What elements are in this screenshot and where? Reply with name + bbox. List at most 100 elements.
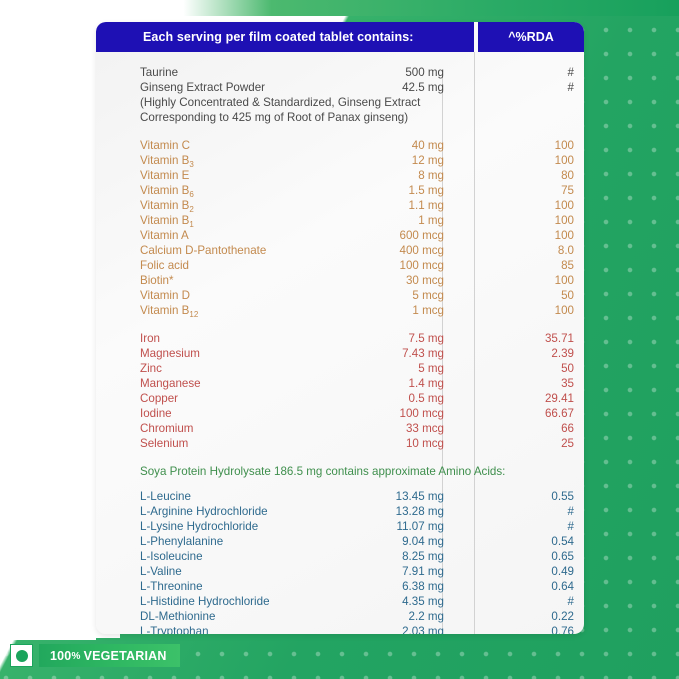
table-row: L-Lysine Hydrochloride 11.07 mg # bbox=[96, 519, 584, 534]
row-nutrient-subscript: 6 bbox=[189, 189, 194, 199]
table-row: Magnesium 7.43 mg 2.39 bbox=[96, 346, 584, 361]
table-row: L-Isoleucine 8.25 mg 0.65 bbox=[96, 549, 584, 564]
table-header: Each serving per film coated tablet cont… bbox=[96, 22, 584, 52]
row-rda-value: 85 bbox=[561, 259, 574, 272]
row-rda-value: 0.55 bbox=[551, 490, 574, 503]
left-white-panel bbox=[0, 0, 96, 640]
row-amount-value: 2.03 mg bbox=[402, 625, 444, 634]
row-nutrient-name: DL-Methionine bbox=[140, 610, 216, 623]
row-nutrient-name: Vitamin B1 bbox=[140, 214, 194, 229]
row-rda-value: 35 bbox=[561, 377, 574, 390]
veg-dot-icon bbox=[10, 644, 33, 667]
row-rda-value: 29.41 bbox=[544, 392, 574, 405]
table-row: L-Histidine Hydrochloride 4.35 mg # bbox=[96, 594, 584, 609]
row-amount-value: 8 mg bbox=[418, 169, 444, 182]
table-row: Vitamin B1 1 mg 100 bbox=[96, 213, 584, 229]
row-rda-value: 66.67 bbox=[544, 407, 574, 420]
row-rda-value: 66 bbox=[561, 422, 574, 435]
table-header-main: Each serving per film coated tablet cont… bbox=[96, 22, 474, 52]
row-nutrient-name: Vitamin B6 bbox=[140, 184, 194, 199]
veg-percent-symbol: % bbox=[71, 651, 81, 662]
row-nutrient-name: Vitamin A bbox=[140, 229, 189, 242]
ingredient-note-row: Corresponding to 425 mg of Root of Panax… bbox=[96, 110, 584, 125]
row-nutrient-name: Copper bbox=[140, 392, 179, 405]
table-row: L-Valine 7.91 mg 0.49 bbox=[96, 564, 584, 579]
table-row: DL-Methionine 2.2 mg 0.22 bbox=[96, 609, 584, 624]
vegetarian-badge: 100 % VEGETARIAN bbox=[10, 643, 180, 668]
row-nutrient-name: L-Arginine Hydrochloride bbox=[140, 505, 268, 518]
nutrition-table-body: Taurine 500 mg # Ginseng Extract Powder 42.5… bbox=[96, 52, 584, 634]
row-rda-value: 100 bbox=[554, 229, 574, 242]
veg-label: VEGETARIAN bbox=[83, 648, 167, 663]
table-row: Vitamin D 5 mcg 50 bbox=[96, 288, 584, 303]
row-amount-value: 12 mg bbox=[411, 154, 444, 167]
row-rda-value: 50 bbox=[561, 289, 574, 302]
row-rda-value: # bbox=[567, 595, 574, 608]
top-green-band bbox=[0, 0, 679, 16]
row-rda-value: 0.54 bbox=[551, 535, 574, 548]
rda-column-divider bbox=[474, 52, 475, 634]
table-row: Chromium 33 mcg 66 bbox=[96, 421, 584, 436]
row-amount-value: 7.43 mg bbox=[402, 347, 444, 360]
table-row: Vitamin B2 1.1 mg 100 bbox=[96, 198, 584, 214]
ingredient-note-text: Corresponding to 425 mg of Root of Panax… bbox=[140, 111, 409, 124]
table-header-rda: ^%RDA bbox=[478, 22, 584, 52]
value-column-divider bbox=[442, 70, 443, 634]
row-amount-value: 1 mg bbox=[418, 214, 444, 227]
section-minerals: Iron 7.5 mg 35.71 Magnesium 7.43 mg 2.39 Zinc 5… bbox=[96, 331, 584, 451]
table-header-main-label: Each serving per film coated tablet cont… bbox=[143, 30, 414, 44]
table-row: Zinc 5 mg 50 bbox=[96, 361, 584, 376]
row-amount-value: 10 mcg bbox=[405, 437, 444, 450]
row-amount-value: 7.5 mg bbox=[408, 332, 444, 345]
row-nutrient-name: Vitamin C bbox=[140, 139, 191, 152]
section-amino-acids: L-Leucine 13.45 mg 0.55 L-Arginine Hydrochl… bbox=[96, 489, 584, 634]
row-amount-value: 1.1 mg bbox=[408, 199, 444, 212]
row-amount-value: 9.04 mg bbox=[402, 535, 444, 548]
row-nutrient-name: Iodine bbox=[140, 407, 172, 420]
row-rda-value: 8.0 bbox=[557, 244, 574, 257]
table-row: L-Leucine 13.45 mg 0.55 bbox=[96, 489, 584, 504]
row-rda-value: 0.22 bbox=[551, 610, 574, 623]
row-nutrient-name: Vitamin E bbox=[140, 169, 190, 182]
table-row: Iodine 100 mcg 66.67 bbox=[96, 406, 584, 421]
row-amount-value: 11.07 mg bbox=[396, 520, 444, 533]
section-base-ingredients: Taurine 500 mg # Ginseng Extract Powder 42.5… bbox=[96, 65, 584, 125]
soya-heading-row: Soya Protein Hydrolysate 186.5 mg contai… bbox=[96, 464, 584, 479]
nutrition-facts-card: Each serving per film coated tablet cont… bbox=[96, 22, 584, 634]
row-amount-value: 4.35 mg bbox=[402, 595, 444, 608]
table-row: Vitamin E 8 mg 80 bbox=[96, 168, 584, 183]
row-nutrient-subscript: 3 bbox=[189, 159, 194, 169]
table-row: Biotin* 30 mcg 100 bbox=[96, 273, 584, 288]
row-nutrient-name: Iron bbox=[140, 332, 160, 345]
table-row: Iron 7.5 mg 35.71 bbox=[96, 331, 584, 346]
table-row: Vitamin B6 1.5 mg 75 bbox=[96, 183, 584, 199]
row-amount-value: 42.5 mg bbox=[402, 81, 444, 94]
row-nutrient-name: L-Tryptophan bbox=[140, 625, 209, 634]
row-rda-value: 100 bbox=[554, 274, 574, 287]
row-amount-value: 13.28 mg bbox=[395, 505, 444, 518]
row-amount-value: 0.5 mg bbox=[408, 392, 444, 405]
soya-heading-label: Soya Protein Hydrolysate 186.5 mg contai… bbox=[140, 465, 506, 478]
veg-dot-inner bbox=[15, 649, 28, 662]
ingredient-note-text: (Highly Concentrated & Standardized, Gin… bbox=[140, 96, 421, 109]
row-nutrient-name: Calcium D-Pantothenate bbox=[140, 244, 267, 257]
table-row: Vitamin A 600 mcg 100 bbox=[96, 228, 584, 243]
row-nutrient-subscript: 2 bbox=[189, 204, 194, 214]
row-rda-value: 50 bbox=[561, 362, 574, 375]
row-rda-value: 100 bbox=[554, 199, 574, 212]
table-row: Ginseng Extract Powder 42.5 mg # bbox=[96, 80, 584, 95]
row-amount-value: 30 mcg bbox=[405, 274, 444, 287]
row-nutrient-name: Manganese bbox=[140, 377, 201, 390]
row-rda-value: 100 bbox=[554, 139, 574, 152]
row-amount-value: 600 mcg bbox=[399, 229, 444, 242]
row-rda-value: 100 bbox=[554, 304, 574, 317]
row-nutrient-name: Vitamin B2 bbox=[140, 199, 194, 214]
row-nutrient-name: L-Valine bbox=[140, 565, 182, 578]
row-nutrient-name: L-Lysine Hydrochloride bbox=[140, 520, 259, 533]
row-rda-value: 100 bbox=[554, 214, 574, 227]
row-rda-value: 80 bbox=[561, 169, 574, 182]
row-nutrient-name: Zinc bbox=[140, 362, 162, 375]
section-vitamins: Vitamin C 40 mg 100 Vitamin B3 12 mg 100 Vitam… bbox=[96, 138, 584, 319]
row-amount-value: 40 mg bbox=[411, 139, 444, 152]
row-amount-value: 2.2 mg bbox=[408, 610, 444, 623]
